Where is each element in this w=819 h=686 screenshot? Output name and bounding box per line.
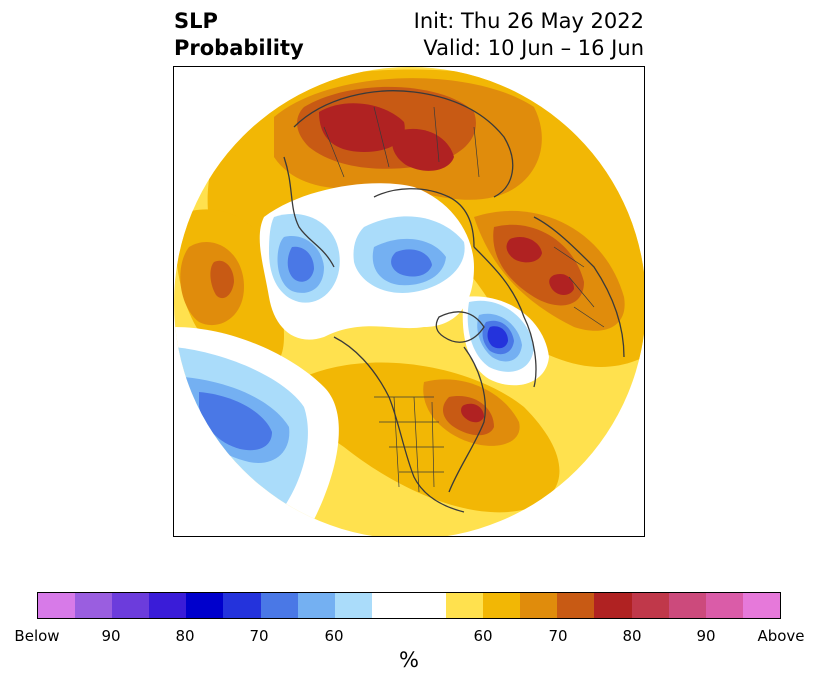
field-deep-blue-core bbox=[487, 326, 508, 349]
coast-eurasia bbox=[293, 90, 514, 198]
colorbar-tick-label: Below bbox=[14, 627, 60, 645]
colorbar-cell bbox=[446, 593, 484, 618]
colorbar-cell bbox=[742, 593, 780, 618]
borders-europe bbox=[553, 246, 605, 328]
colorbar-tick-label: 70 bbox=[249, 627, 269, 645]
forecast-dates: Init: Thu 26 May 2022 Valid: 10 Jun – 16… bbox=[414, 8, 644, 62]
colorbar-tick-label: 60 bbox=[324, 627, 344, 645]
field-blue-2 bbox=[391, 249, 432, 277]
colorbar-cell bbox=[408, 593, 447, 618]
colorbar bbox=[37, 592, 781, 619]
colorbar-tick-label: Above bbox=[757, 627, 805, 645]
probability-map bbox=[173, 66, 645, 537]
colorbar-cell bbox=[260, 593, 298, 618]
title-line-slp: SLP bbox=[174, 9, 218, 33]
colorbar-cell bbox=[594, 593, 632, 618]
map-title: SLP Probability bbox=[174, 8, 304, 62]
valid-date-label: Valid: 10 Jun – 16 Jun bbox=[423, 36, 644, 60]
colorbar-cell bbox=[297, 593, 335, 618]
colorbar-cell bbox=[186, 593, 224, 618]
colorbar-tick-label: 90 bbox=[101, 627, 121, 645]
colorbar-tick-label: 70 bbox=[548, 627, 568, 645]
field-red-core-5 bbox=[461, 403, 484, 423]
colorbar-unit-label: % bbox=[399, 648, 419, 672]
field-blue-4 bbox=[199, 392, 272, 451]
colorbar-cell bbox=[520, 593, 558, 618]
borders-states-v bbox=[393, 396, 435, 493]
init-date-label: Init: Thu 26 May 2022 bbox=[413, 9, 644, 33]
field-red-core-3 bbox=[506, 236, 542, 263]
borders-eurasia bbox=[323, 106, 480, 178]
colorbar-cell bbox=[149, 593, 187, 618]
colorbar-tick-label: 90 bbox=[696, 627, 716, 645]
political-borders bbox=[323, 106, 605, 493]
colorbar-cell bbox=[38, 593, 76, 618]
coast-greenland-east bbox=[473, 246, 537, 388]
title-line-probability: Probability bbox=[174, 36, 304, 60]
colorbar-cell bbox=[223, 593, 261, 618]
colorbar-cell bbox=[557, 593, 595, 618]
colorbar-cell bbox=[334, 593, 372, 618]
coast-greenland bbox=[435, 311, 485, 343]
coast-arctic bbox=[373, 188, 475, 248]
coastlines bbox=[283, 90, 625, 513]
colorbar-cell bbox=[631, 593, 669, 618]
coast-europe bbox=[533, 216, 625, 358]
colorbar-cell bbox=[75, 593, 113, 618]
colorbar-cell bbox=[705, 593, 743, 618]
field-brown-west-core bbox=[210, 260, 234, 299]
colorbar-tick-label: 60 bbox=[473, 627, 493, 645]
field-red-core-1 bbox=[319, 103, 405, 152]
shaded-field bbox=[174, 67, 644, 536]
coast-siberia bbox=[283, 156, 335, 268]
colorbar-cell bbox=[371, 593, 409, 618]
colorbar-cell bbox=[668, 593, 706, 618]
field-red-core-4 bbox=[549, 273, 574, 295]
coast-north-america-east bbox=[448, 346, 486, 493]
coast-north-america-west bbox=[333, 336, 465, 513]
colorbar-tick-label: 80 bbox=[622, 627, 642, 645]
colorbar-tick-label: 80 bbox=[175, 627, 195, 645]
polar-map-svg bbox=[174, 67, 644, 536]
colorbar-cell bbox=[112, 593, 150, 618]
borders-states-h bbox=[374, 396, 444, 473]
field-blue-1 bbox=[287, 246, 314, 282]
colorbar-cell bbox=[483, 593, 521, 618]
